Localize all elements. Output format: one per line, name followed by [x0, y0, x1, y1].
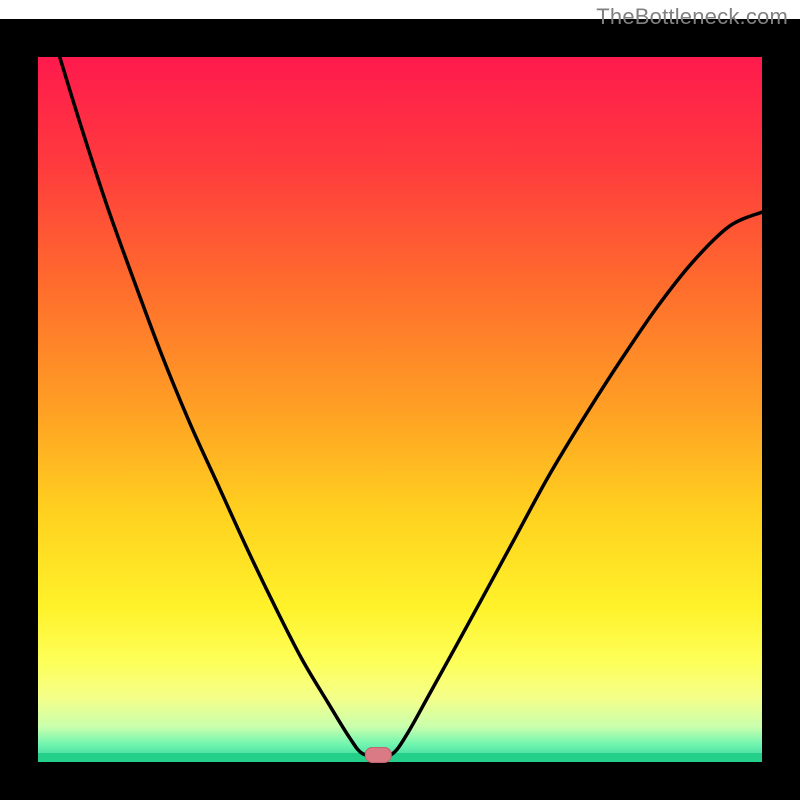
chart-root: TheBottleneck.com [0, 0, 800, 800]
bottleneck-chart [0, 0, 800, 800]
plot-bottom-green-band [38, 753, 762, 762]
plot-background-gradient [38, 57, 762, 762]
optimum-marker [365, 747, 391, 762]
